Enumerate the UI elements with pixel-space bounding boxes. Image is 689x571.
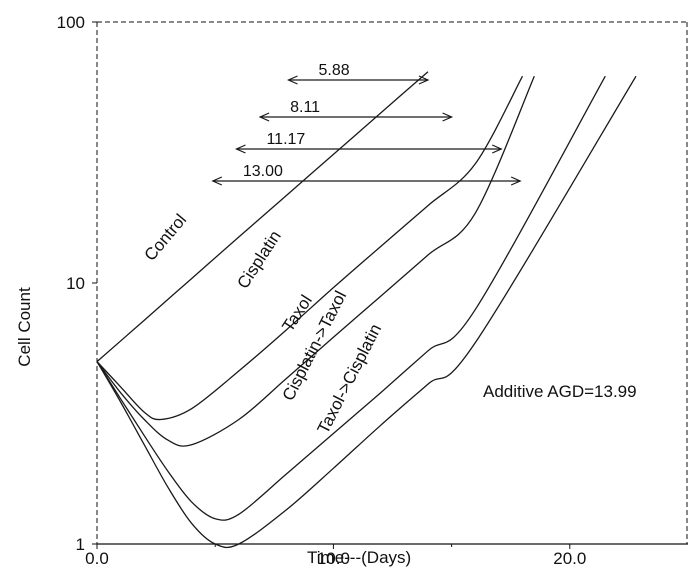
delay-label: 5.88	[318, 62, 349, 79]
curve-label-cisplatin: Cisplatin	[233, 227, 284, 292]
curve-control	[96, 71, 429, 363]
x-tick-label: 10.0	[317, 549, 350, 568]
y-axis-label: Cell Count	[15, 287, 34, 367]
arrow-head-left	[211, 176, 223, 186]
x-axis-label: Time---(Days)	[307, 548, 411, 567]
y-tick-label: 1	[76, 535, 85, 554]
arrow-head-right	[510, 176, 522, 186]
y-tick-label: 10	[66, 274, 85, 293]
delay-label: 11.17	[266, 131, 305, 148]
curve-label-control: Control	[141, 210, 191, 264]
curve-taxol-cisplatin	[96, 75, 637, 549]
arrow-head-left	[234, 144, 246, 154]
arrow-head-right	[442, 112, 454, 122]
arrow-head-left	[258, 112, 270, 122]
x-tick-label: 20.0	[553, 549, 586, 568]
arrow-head-left	[287, 75, 298, 85]
delay-label: 8.11	[290, 99, 320, 116]
curve-cisplatin-taxol	[96, 75, 606, 521]
x-tick-label: 0.0	[85, 549, 109, 568]
additive-agd-annotation: Additive AGD=13.99	[483, 382, 637, 401]
y-tick-label: 100	[57, 13, 85, 32]
curve-label-taxol: Taxol	[278, 292, 316, 336]
curve-cisplatin	[96, 75, 524, 421]
curve-taxol	[96, 75, 535, 447]
delay-label: 13.00	[243, 163, 283, 180]
arrow-head-right	[418, 75, 430, 85]
arrow-head-right	[492, 144, 503, 154]
